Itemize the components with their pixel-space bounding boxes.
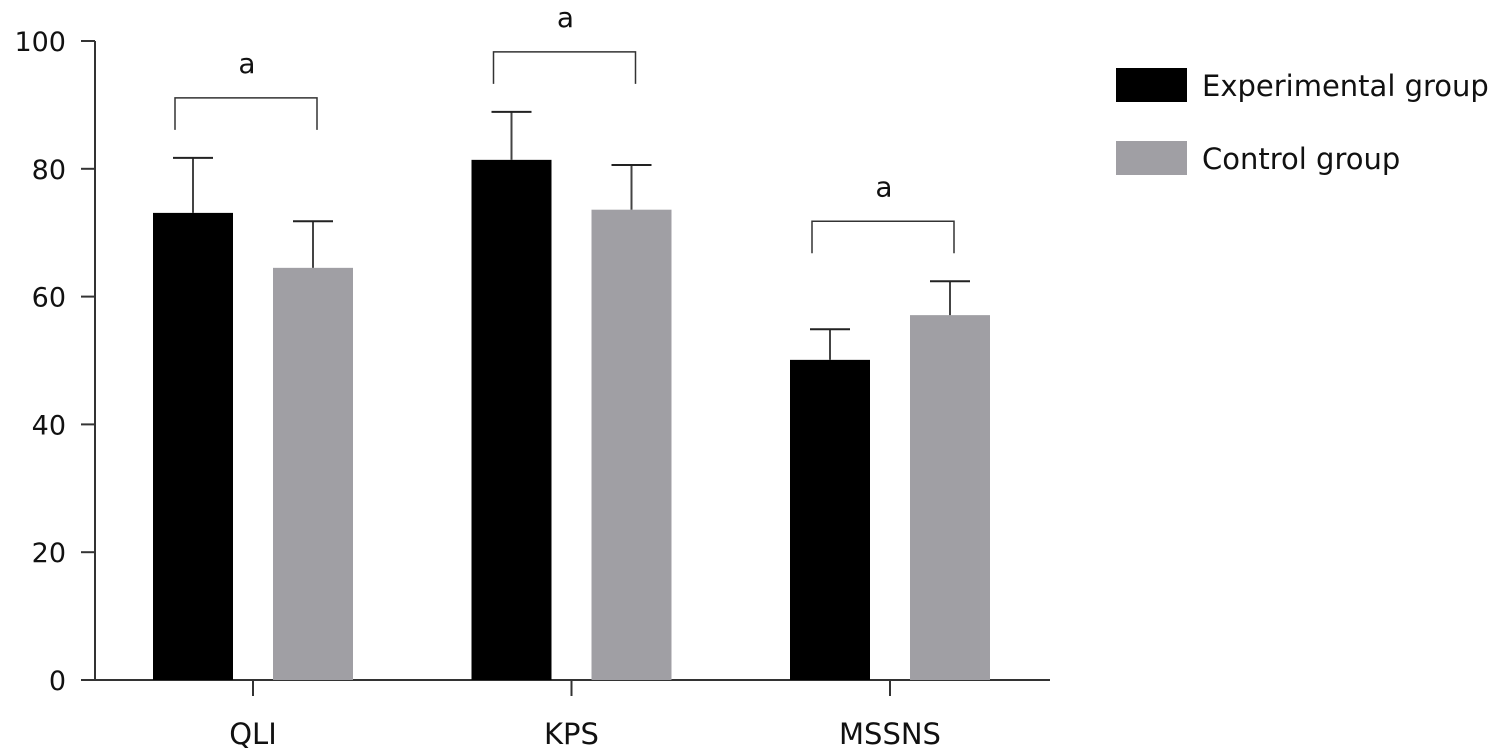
significance-label: a (875, 170, 892, 203)
legend-label: Control group (1202, 142, 1400, 176)
bar-experimental-group (471, 159, 552, 680)
legend-label: Experimental group (1202, 69, 1489, 103)
bar-control-group (910, 315, 990, 680)
y-tick-label: 100 (14, 27, 66, 58)
significance-bracket (811, 220, 955, 254)
y-tick-label: 80 (32, 155, 66, 186)
bar-control-group (273, 267, 353, 680)
y-tick-label: 0 (49, 666, 66, 697)
legend-swatch (1116, 141, 1187, 175)
legend: Experimental group Control group (1116, 68, 1489, 176)
significance-label: a (238, 47, 255, 80)
y-tick-label: 60 (32, 283, 66, 314)
x-tick-label: MSSNS (839, 717, 941, 751)
bar-experimental-group (153, 212, 233, 681)
y-tick-label: 40 (32, 410, 66, 441)
significance-bracket (492, 51, 637, 84)
significance-label: a (557, 1, 574, 34)
y-tick-label: 20 (32, 538, 66, 569)
significance-bracket (174, 97, 318, 130)
legend-swatch (1116, 68, 1187, 102)
axes: 0 20 40 60 80 100 QLI KPS MSSNS (14, 27, 1050, 751)
bar-experimental-group (790, 359, 870, 680)
bars (153, 110, 990, 681)
x-tick-label: QLI (229, 717, 277, 751)
annotations: a a a (174, 1, 955, 254)
x-tick-label: KPS (544, 717, 599, 751)
bar-control-group (591, 209, 672, 681)
